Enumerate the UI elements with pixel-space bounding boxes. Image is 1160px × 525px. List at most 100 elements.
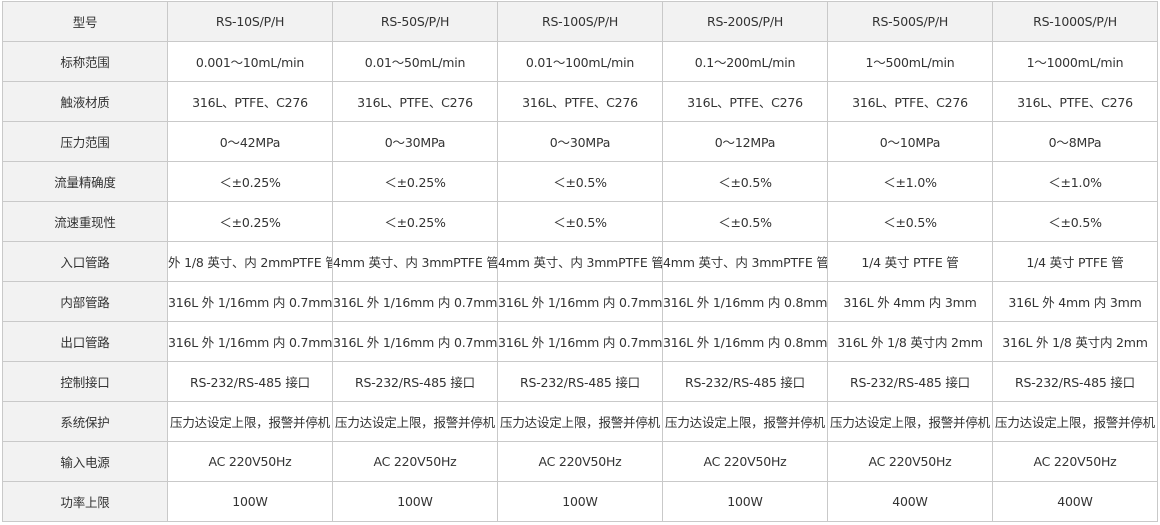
table-row: 入口管路外 1/8 英寸、内 2mmPTFE 管 4mm 英寸、内 3mmPTFE… [2, 241, 1158, 282]
table-cell: AC 220V50Hz [827, 441, 993, 482]
row-label-cell: 入口管路 [2, 241, 168, 282]
table-cell: RS-232/RS-485 接口 [497, 361, 663, 402]
table-cell: 4mm 英寸、内 3mmPTFE 管 [332, 241, 498, 282]
table-cell: 100W [662, 481, 828, 522]
table-cell: 316L 外 1/16mm 内 0.7mm [497, 321, 663, 362]
table-cell: ＜±0.5% [662, 201, 828, 242]
table-cell: 316L 外 1/8 英寸内 2mm [827, 321, 993, 362]
table-cell: RS-232/RS-485 接口 [662, 361, 828, 402]
table-cell: 0.01～100mL/min [497, 41, 663, 82]
table-cell: 316L 外 1/16mm 内 0.7mm [497, 281, 663, 322]
table-cell: RS-232/RS-485 接口 [167, 361, 333, 402]
table-row: 控制接口 RS-232/RS-485 接口 RS-232/RS-485 接口 RS-2… [2, 361, 1158, 402]
table-row: 流速重现性 ＜±0.25% ＜±0.25% ＜±0.5% ＜±0.5% ＜±0.5% ＜±0… [2, 201, 1158, 242]
table-cell: 压力达设定上限，报警并停机 [167, 401, 333, 442]
table-cell: 100W [497, 481, 663, 522]
table-cell: ＜±0.5% [662, 161, 828, 202]
table-cell: 400W [992, 481, 1158, 522]
table-cell: 0～12MPa [662, 121, 828, 162]
table-cell: ＜±0.25% [332, 201, 498, 242]
table-cell: 316L 外 1/16mm 内 0.7mm [167, 281, 333, 322]
table-cell: 316L、PTFE、C276 [332, 81, 498, 122]
row-label-cell: 控制接口 [2, 361, 168, 402]
table-cell: 压力达设定上限，报警并停机 [497, 401, 663, 442]
table-cell: ＜±1.0% [992, 161, 1158, 202]
table-cell: ＜±0.25% [167, 161, 333, 202]
table-cell: 0～42MPa [167, 121, 333, 162]
row-label-cell: 出口管路 [2, 321, 168, 362]
table-row: 出口管路 316L 外 1/16mm 内 0.7mm 316L 外 1/16mm 内… [2, 321, 1158, 362]
table-cell: RS-232/RS-485 接口 [332, 361, 498, 402]
table-cell: ＜±1.0% [827, 161, 993, 202]
table-row: 功率上限 100W 100W 100W 100W 400W 400W [2, 481, 1158, 522]
table-cell: 316L 外 4mm 内 3mm [827, 281, 993, 322]
table-row: 标称范围 0.001～10mL/min 0.01～50mL/min 0.01～100m… [2, 41, 1158, 82]
row-label-cell: 系统保护 [2, 401, 168, 442]
row-label-cell: 输入电源 [2, 441, 168, 482]
table-cell: 316L 外 4mm 内 3mm [992, 281, 1158, 322]
table-cell: ＜±0.5% [497, 161, 663, 202]
row-label-cell: 流量精确度 [2, 161, 168, 202]
table-cell: 4mm 英寸、内 3mmPTFE 管 [662, 241, 828, 282]
table-cell: 0.1～200mL/min [662, 41, 828, 82]
table-cell: ＜±0.25% [332, 161, 498, 202]
table-cell: 压力达设定上限，报警并停机 [332, 401, 498, 442]
table-cell: 1～1000mL/min [992, 41, 1158, 82]
table-cell: 316L、PTFE、C276 [827, 81, 993, 122]
table-cell: 316L 外 1/16mm 内 0.8mm [662, 321, 828, 362]
table-cell: 压力达设定上限，报警并停机 [992, 401, 1158, 442]
table-cell: 316L、PTFE、C276 [497, 81, 663, 122]
row-label-cell: 标称范围 [2, 41, 168, 82]
table-cell: 0～8MPa [992, 121, 1158, 162]
table-cell: 1～500mL/min [827, 41, 993, 82]
table-cell: 100W [167, 481, 333, 522]
header-model-cell: RS-1000S/P/H [992, 1, 1158, 42]
table-cell: 316L 外 1/16mm 内 0.7mm [167, 321, 333, 362]
row-label-cell: 触液材质 [2, 81, 168, 122]
row-label-cell: 压力范围 [2, 121, 168, 162]
table-cell: 316L、PTFE、C276 [662, 81, 828, 122]
table-row: 触液材质 316L、PTFE、C276 316L、PTFE、C276 316L、PTF… [2, 81, 1158, 122]
table-cell: AC 220V50Hz [497, 441, 663, 482]
header-model-cell: RS-10S/P/H [167, 1, 333, 42]
row-label-cell: 流速重现性 [2, 201, 168, 242]
header-model-cell: RS-50S/P/H [332, 1, 498, 42]
header-model-cell: RS-200S/P/H [662, 1, 828, 42]
row-label-cell: 内部管路 [2, 281, 168, 322]
table-row: 流量精确度 ＜±0.25% ＜±0.25% ＜±0.5% ＜±0.5% ＜±1.0% ＜±1… [2, 161, 1158, 202]
table-cell: 316L、PTFE、C276 [167, 81, 333, 122]
table-cell: 0～10MPa [827, 121, 993, 162]
table-cell: 316L、PTFE、C276 [992, 81, 1158, 122]
table-cell: AC 220V50Hz [332, 441, 498, 482]
table-header-row: 型号 RS-10S/P/H RS-50S/P/H RS-100S/P/H RS-… [2, 1, 1158, 42]
table-row: 系统保护 压力达设定上限，报警并停机 压力达设定上限，报警并停机 压力达设定上限，报警… [2, 401, 1158, 442]
table-cell: RS-232/RS-485 接口 [992, 361, 1158, 402]
table-cell: 100W [332, 481, 498, 522]
table-cell: 316L 外 1/16mm 内 0.7mm [332, 281, 498, 322]
table-cell: 400W [827, 481, 993, 522]
table-cell: 1/4 英寸 PTFE 管 [827, 241, 993, 282]
table-cell: 0.001～10mL/min [167, 41, 333, 82]
table-cell: ＜±0.5% [827, 201, 993, 242]
header-model-cell: RS-500S/P/H [827, 1, 993, 42]
table-cell: 4mm 英寸、内 3mmPTFE 管 [497, 241, 663, 282]
header-model-cell: RS-100S/P/H [497, 1, 663, 42]
table-cell: 316L 外 1/8 英寸内 2mm [992, 321, 1158, 362]
table-cell: 316L 外 1/16mm 内 0.8mm [662, 281, 828, 322]
table-cell: 压力达设定上限，报警并停机 [827, 401, 993, 442]
table-row: 压力范围 0～42MPa 0～30MPa 0～30MPa 0～12MPa 0～10MPa 0… [2, 121, 1158, 162]
header-label-cell: 型号 [2, 1, 168, 42]
table-cell: AC 220V50Hz [167, 441, 333, 482]
table-cell: 压力达设定上限，报警并停机 [662, 401, 828, 442]
table-row: 内部管路 316L 外 1/16mm 内 0.7mm 316L 外 1/16mm 内… [2, 281, 1158, 322]
row-label-cell: 功率上限 [2, 481, 168, 522]
table-cell: 0～30MPa [332, 121, 498, 162]
table-cell: RS-232/RS-485 接口 [827, 361, 993, 402]
table-cell: 316L 外 1/16mm 内 0.7mm [332, 321, 498, 362]
table-cell: ＜±0.5% [992, 201, 1158, 242]
table-cell: 外 1/8 英寸、内 2mmPTFE 管 [167, 241, 333, 282]
table-cell: ＜±0.5% [497, 201, 663, 242]
table-cell: AC 220V50Hz [662, 441, 828, 482]
table-cell: ＜±0.25% [167, 201, 333, 242]
